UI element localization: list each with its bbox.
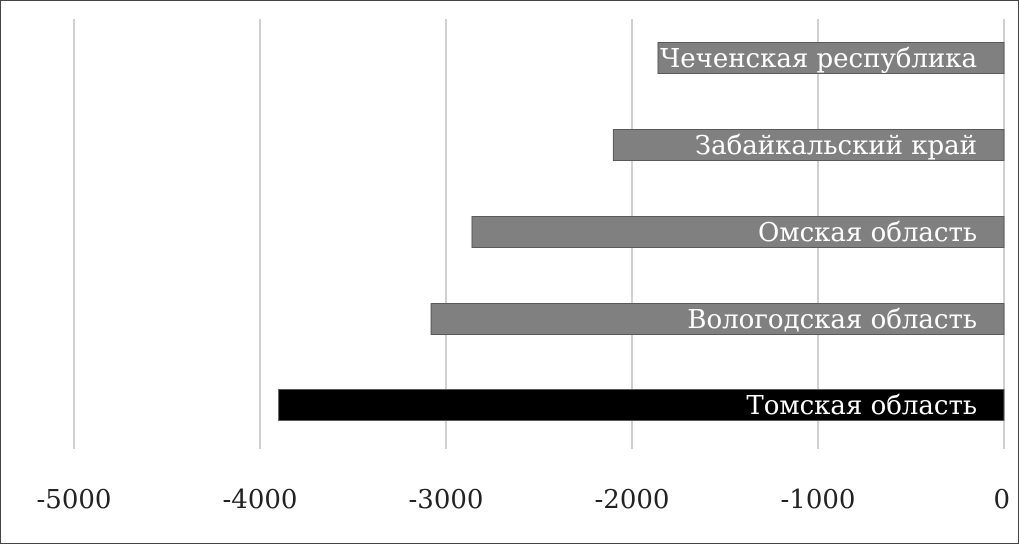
bar-2	[471, 216, 1005, 248]
bar-4	[278, 389, 1005, 421]
bar-label-0: Чеченская республика	[660, 44, 977, 74]
bar-1	[612, 129, 1005, 161]
x-tick-label: -3000	[409, 485, 484, 515]
bar-3	[430, 303, 1005, 335]
x-tick-label: 0	[993, 485, 1010, 515]
x-axis-tick-labels: -5000 -4000 -3000 -2000 -1000 0	[37, 485, 1010, 515]
x-tick-label: -4000	[223, 485, 298, 515]
bar-0	[657, 42, 1005, 74]
x-tick-label: -1000	[781, 485, 856, 515]
x-tick-label: -2000	[595, 485, 670, 515]
bars	[278, 42, 1005, 421]
bar-label-3: Вологодская область	[687, 305, 977, 335]
x-tick-label: -5000	[37, 485, 112, 515]
bar-label-4: Томская область	[746, 391, 977, 421]
bar-label-1: Забайкальский край	[695, 131, 977, 161]
bar-label-2: Омская область	[758, 218, 977, 248]
bar-labels: Чеченская республика Забайкальский край Ом…	[660, 44, 977, 421]
